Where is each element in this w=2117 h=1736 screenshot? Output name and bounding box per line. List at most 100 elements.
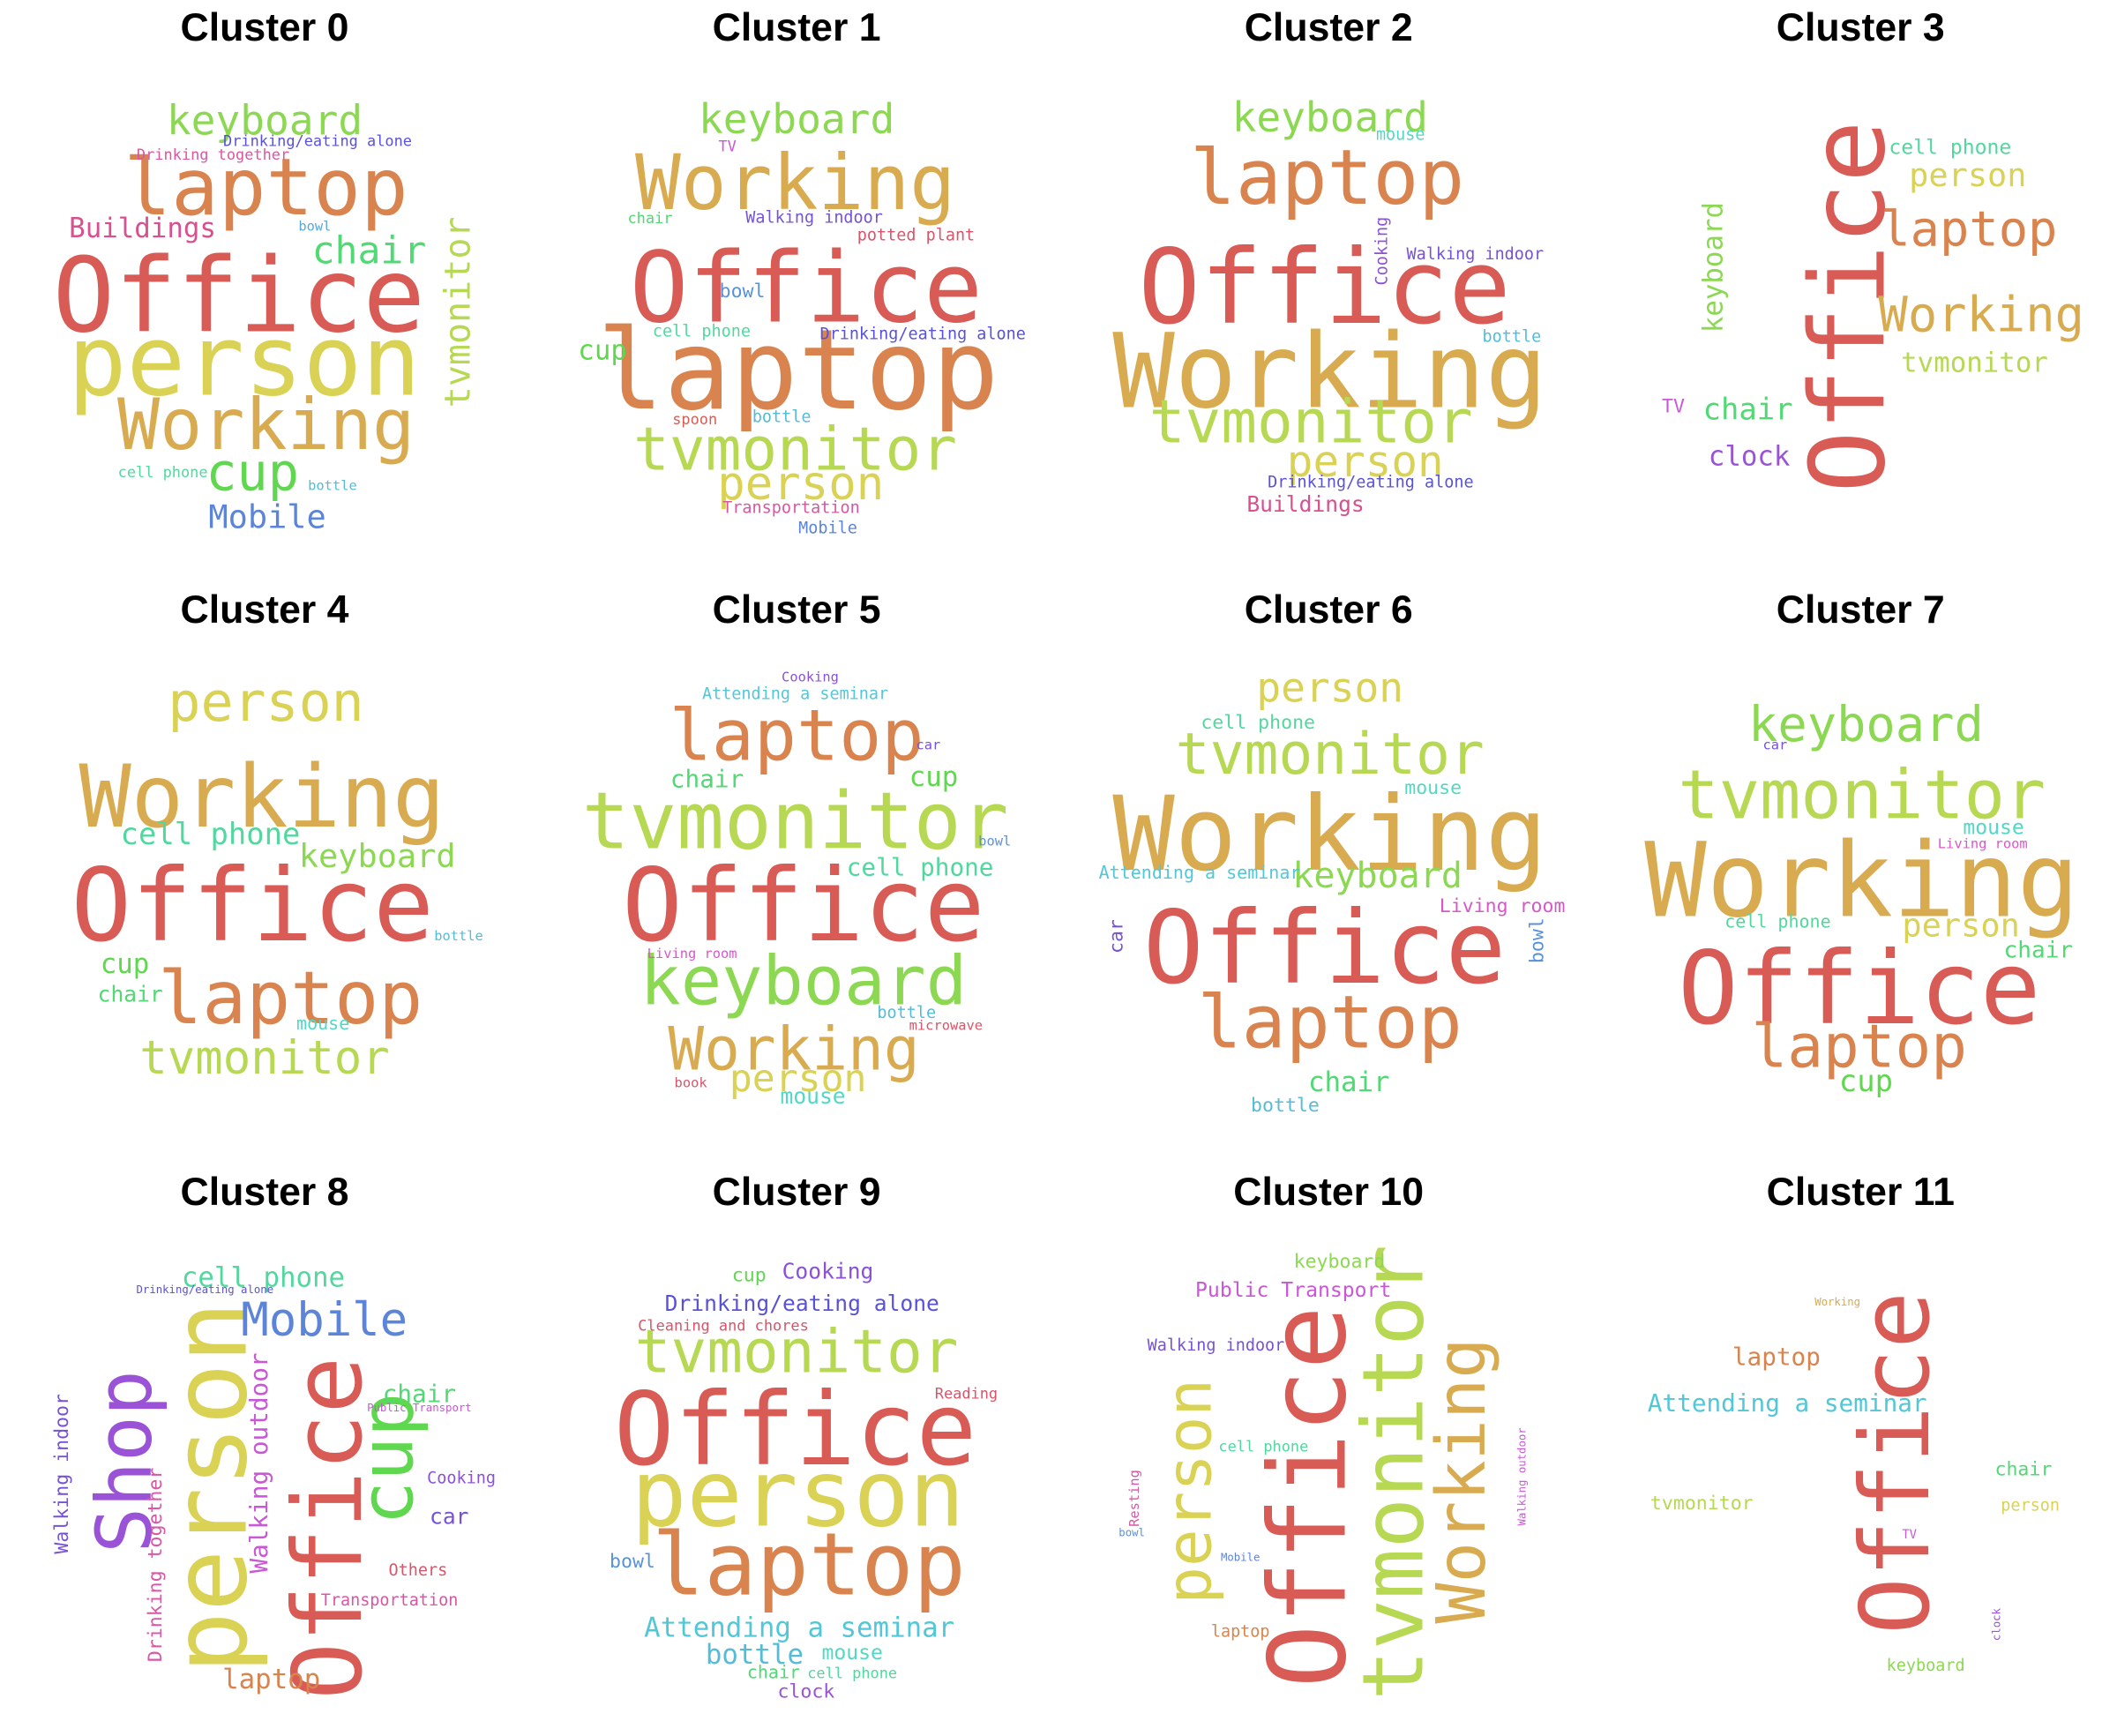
cloud-word: person (1256, 664, 1404, 713)
cloud-word: Office (52, 235, 425, 356)
wordcloud-panel: Cluster 10 Office tvmonitor Working person ke… (1064, 1164, 1593, 1736)
cloud-word: bottle (752, 407, 812, 427)
cloud-word: cell phone (1889, 135, 2012, 160)
cloud-word: Public Transport (367, 1402, 472, 1415)
wordcloud-panel: Cluster 5 Office tvmonitor keyboard laptop Wo… (532, 582, 1061, 1160)
cloud-word: clock (1708, 439, 1791, 473)
cloud-word: chair (2003, 937, 2074, 965)
cloud-word: chair (382, 1380, 457, 1409)
cloud-word: Public Transport (1195, 1277, 1392, 1303)
cloud-word: laptop (222, 1662, 321, 1695)
cloud-word: laptop (123, 141, 408, 234)
cloud-word: person (168, 671, 364, 735)
cloud-word: Drinking/eating alone (664, 1291, 939, 1317)
cloud-word: Drinking/eating alone (1268, 472, 1474, 491)
cloud-word: cell phone (120, 818, 301, 853)
cloud-word: Attending a seminar (701, 684, 889, 703)
wordcloud-panel: Cluster 0 Office person laptop Working keyboa… (0, 0, 529, 578)
cloud-word: chair (311, 228, 427, 273)
cloud-word: Office (1142, 890, 1507, 1007)
cloud-word: laptop (1210, 1621, 1270, 1642)
cloud-word: Others (388, 1560, 448, 1580)
cloud-word: Attending a seminar (644, 1611, 955, 1644)
panel-title: Cluster 11 (1766, 1171, 1955, 1215)
cloud-word: Drinking together (136, 146, 290, 164)
cloud-word: tvmonitor (1175, 720, 1485, 788)
cloud-word: person (2001, 1495, 2060, 1515)
cloud-word: cell phone (181, 1261, 346, 1294)
cloud-word: Reading (934, 1385, 999, 1403)
wordcloud-panel: Cluster 8 person Office Shop cup Mobile cell p… (0, 1164, 529, 1736)
cloud-word: cup (1838, 1065, 1894, 1100)
cloud-word: bowl (978, 834, 1012, 850)
panel-title: Cluster 2 (1244, 6, 1413, 50)
cloud-word: cup (909, 760, 959, 793)
cloud-word: car (430, 1503, 469, 1530)
cloud-word: person (1286, 435, 1444, 488)
cloud-word: person (729, 1055, 867, 1101)
cloud-word: laptop (669, 696, 924, 778)
cloud-word: chair (97, 981, 163, 1007)
wordcloud-panel: Cluster 7 Working Office tvmonitor keyboard l… (1596, 582, 2117, 1160)
cloud-word: tvmonitor (1901, 346, 2048, 379)
cloud-word: tvmonitor (139, 1031, 390, 1086)
cloud-word: Cleaning and chores (638, 1317, 809, 1336)
cloud-word: bowl (1526, 917, 1549, 964)
cloud-word: mouse (1404, 777, 1462, 800)
cloud-word: laptop (1751, 1012, 1968, 1082)
cloud-word: Walking indoor (51, 1394, 74, 1554)
cloud-word: Walking indoor (1147, 1335, 1285, 1355)
cloud-word: keyboard (698, 96, 895, 145)
cloud-word: clock (777, 1681, 835, 1703)
cloud-word: Office (1840, 1291, 1952, 1635)
cloud-word: Walking outdoor (245, 1352, 274, 1574)
cloud-word: Working (1878, 288, 2084, 344)
wordcloud-panel: Cluster 1 Office laptop Working tvmonitor per… (532, 0, 1061, 578)
panel-title: Cluster 7 (1776, 588, 1945, 632)
cloud-word: keyboard (166, 97, 363, 146)
cloud-word: car (1105, 919, 1128, 954)
cloud-word: Attending a seminar (1647, 1389, 1927, 1418)
panel-title: Cluster 1 (712, 6, 881, 50)
cloud-word: tvmonitor (633, 415, 957, 485)
cloud-word: tvmonitor (1148, 388, 1473, 458)
cloud-word: bowl (610, 1551, 655, 1574)
cloud-word: bottle (308, 479, 357, 495)
cloud-word: Attending a seminar (1098, 864, 1301, 885)
cloud-word: Cooking (782, 1258, 874, 1284)
wordcloud-panel: Cluster 9 Office person laptop tvmonitor cup C… (532, 1164, 1061, 1736)
cloud-word: bottle (1482, 326, 1542, 347)
cloud-word: microwave (909, 1019, 984, 1035)
cloud-word: person (1902, 906, 2020, 945)
cloud-word: Walking indoor (1406, 243, 1545, 264)
cloud-word: laptop (652, 1515, 966, 1617)
cloud-word: Office (622, 848, 985, 965)
cloud-word: Working (1814, 1296, 1861, 1309)
cloud-word: Drinking/eating alone (819, 324, 1026, 344)
cloud-word: laptop (596, 306, 999, 436)
cloud-word: Living room (647, 947, 737, 962)
cloud-word: Buildings (1246, 490, 1365, 518)
cloud-word: Mobile (208, 498, 326, 536)
cloud-word: Office (613, 1372, 977, 1489)
cloud-word: keyboard (1231, 94, 1428, 143)
cloud-word: Cooking (782, 670, 839, 685)
cloud-word: cell phone (807, 1664, 898, 1682)
cloud-word: keyboard (1292, 856, 1462, 897)
cloud-word: person (1909, 155, 2027, 195)
cloud-word: laptop (158, 955, 423, 1042)
cloud-word: Office (1138, 226, 1511, 348)
cloud-word: laptop (1190, 134, 1465, 223)
cloud-word: laptop (1732, 1343, 1821, 1373)
cloud-word: Resting (1127, 1470, 1143, 1527)
cloud-word: cell phone (1218, 1438, 1309, 1456)
wordcloud-panel: Cluster 3 Office cell phone person laptop key… (1596, 0, 2117, 578)
panel-title: Cluster 3 (1776, 6, 1945, 50)
cloud-word: bowl (719, 281, 766, 303)
cloud-word: clock (1990, 1608, 2003, 1642)
cloud-word: person (67, 303, 422, 418)
cloud-word: person (717, 457, 885, 513)
panel-title: Cluster 4 (180, 588, 349, 632)
panel-title: Cluster 8 (180, 1171, 349, 1215)
